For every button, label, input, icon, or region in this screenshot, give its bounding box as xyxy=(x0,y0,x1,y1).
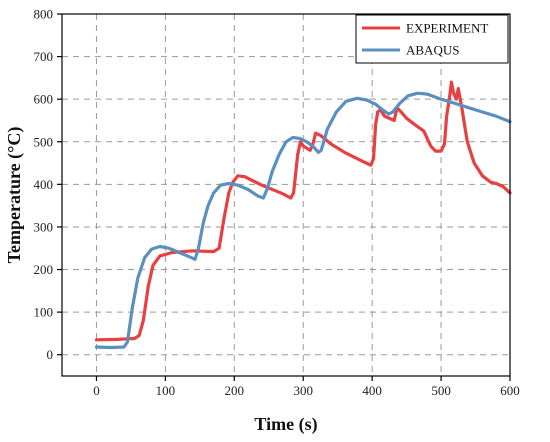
series-line-experiment xyxy=(94,80,512,342)
y-tick-label: 0 xyxy=(47,347,54,362)
x-tick-label: 200 xyxy=(225,383,245,398)
x-tick-label: 600 xyxy=(500,383,520,398)
y-tick-label: 300 xyxy=(34,219,54,234)
x-tick-label: 400 xyxy=(362,383,382,398)
x-tick-label: 500 xyxy=(431,383,451,398)
legend-label-abaqus: ABAQUS xyxy=(406,43,459,58)
legend: EXPERIMENT ABAQUS xyxy=(355,14,509,64)
y-tick-label: 600 xyxy=(34,92,54,107)
x-tick-label: 0 xyxy=(93,383,100,398)
y-tick-label: 500 xyxy=(34,134,54,149)
legend-box xyxy=(355,14,509,64)
legend-label-experiment: EXPERIMENT xyxy=(406,21,488,36)
x-axis-title: Time (s) xyxy=(254,414,317,435)
y-tick-label: 100 xyxy=(34,305,54,320)
y-tick-label: 800 xyxy=(34,7,54,22)
x-tick-label: 300 xyxy=(293,383,313,398)
series-lines xyxy=(94,80,512,350)
series-line-abaqus xyxy=(94,91,512,350)
y-tick-label: 200 xyxy=(34,262,54,277)
axis-ticks: 0 100 200 300 400 500 600 0 100 200 300 400 500 600 70… xyxy=(34,7,520,399)
y-axis-title: Temperature (°C) xyxy=(4,127,25,264)
x-tick-label: 100 xyxy=(156,383,176,398)
y-tick-label: 400 xyxy=(34,177,54,192)
y-tick-label: 700 xyxy=(34,49,54,64)
plot-frame xyxy=(61,13,511,377)
